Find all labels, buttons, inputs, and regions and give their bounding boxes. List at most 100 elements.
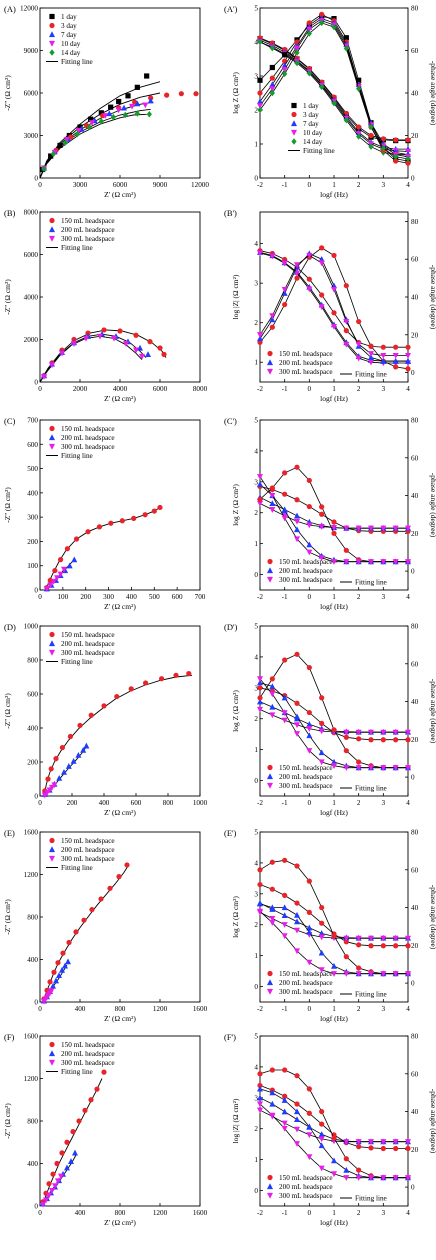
data-point <box>405 160 411 166</box>
legend-marker <box>267 970 273 977</box>
x-tick-label: -1 <box>282 1005 288 1013</box>
data-point <box>318 555 325 562</box>
data-point <box>115 107 122 114</box>
data-point <box>405 344 411 350</box>
data-point <box>405 155 411 163</box>
data-point <box>257 496 263 502</box>
data-point <box>71 556 78 563</box>
data-point <box>66 562 73 569</box>
data-point <box>75 127 82 134</box>
data-point <box>139 353 145 360</box>
legend-label: Fitting line <box>61 658 93 666</box>
legend-label: 200 mL headspace <box>279 979 333 987</box>
data-point <box>319 1108 325 1115</box>
panel-label: (D) <box>4 622 16 632</box>
data-point <box>281 507 288 514</box>
y-tick-label: 5 <box>254 417 258 425</box>
data-point <box>294 713 300 720</box>
data-point <box>257 706 263 713</box>
data-point <box>125 93 131 99</box>
data-point <box>331 727 337 733</box>
data-point <box>269 75 275 81</box>
legend-marker <box>49 837 55 844</box>
data-point <box>54 1160 60 1167</box>
y-tick-label: 3 <box>254 478 258 486</box>
data-point <box>257 881 263 888</box>
y-tick-label: 1200 <box>24 1075 39 1083</box>
legend-label: Fitting line <box>355 579 387 587</box>
y-tick-label: 400 <box>27 725 38 733</box>
legend-marker <box>49 49 55 56</box>
data-point <box>331 286 337 293</box>
legend-marker <box>291 111 297 118</box>
y2-tick-label: 60 <box>411 454 419 462</box>
x-tick-label: 6000 <box>113 181 128 189</box>
data-point <box>281 710 288 717</box>
data-point <box>257 695 263 701</box>
data-point <box>70 757 77 764</box>
x-tick-label: 0 <box>308 385 312 393</box>
data-point <box>98 896 104 902</box>
data-point <box>134 110 140 117</box>
data-point <box>98 118 104 125</box>
legend-label: 300 mL headspace <box>61 235 115 243</box>
data-point <box>318 260 325 267</box>
data-point <box>368 354 374 361</box>
data-point <box>356 133 362 140</box>
y2-tick-label: 0 <box>411 1184 415 1192</box>
data-point <box>59 966 65 973</box>
y-tick-label: 2 <box>254 107 258 115</box>
data-point <box>405 525 411 532</box>
data-point <box>269 44 275 52</box>
data-point <box>318 304 325 311</box>
x-tick-label: 3 <box>382 385 386 393</box>
data-point <box>306 1154 313 1161</box>
data-point <box>281 717 288 724</box>
fitting-line <box>259 20 409 158</box>
data-point <box>368 359 374 366</box>
x-tick-label: 0 <box>38 799 42 807</box>
data-point <box>116 98 122 105</box>
data-point <box>88 1097 94 1103</box>
data-point <box>306 924 313 931</box>
data-point <box>257 106 263 114</box>
y-tick-label: 4 <box>254 447 258 455</box>
y-tick-label: 2 <box>254 319 258 327</box>
y2-tick-label: 80 <box>411 218 419 226</box>
y-tick-label: 5 <box>254 1033 258 1041</box>
data-point <box>392 358 399 364</box>
y2-tick-label: 20 <box>411 331 419 339</box>
legend-marker <box>267 576 273 583</box>
data-point <box>405 729 411 736</box>
legend-label: 3 day <box>61 22 77 30</box>
data-point <box>281 260 288 267</box>
y-tick-label: 800 <box>27 914 38 922</box>
data-point <box>57 142 63 149</box>
data-point <box>124 862 130 868</box>
data-point <box>356 942 362 948</box>
data-point <box>51 782 58 789</box>
data-point <box>282 52 288 58</box>
data-point <box>319 504 325 510</box>
data-point <box>392 559 399 565</box>
data-point <box>306 70 312 77</box>
data-point <box>355 971 362 977</box>
data-point <box>368 132 374 139</box>
x-tick-label: 2 <box>357 385 361 393</box>
data-point <box>129 103 135 110</box>
data-point <box>43 1197 49 1204</box>
data-point <box>178 91 184 97</box>
data-point <box>405 358 411 364</box>
x-tick-label: 0 <box>38 385 42 393</box>
legend-marker <box>267 567 273 574</box>
y-tick-label: 9000 <box>24 47 39 55</box>
legend-marker <box>267 1192 273 1199</box>
data-point <box>50 982 56 989</box>
y2-tick-label: 0 <box>411 175 415 183</box>
x-tick-label: -1 <box>282 799 288 807</box>
y-tick-label: 5 <box>254 5 258 13</box>
data-point <box>306 477 312 484</box>
y-axis-label: log Z (Ω cm²) <box>231 896 240 938</box>
data-point <box>294 1073 300 1079</box>
